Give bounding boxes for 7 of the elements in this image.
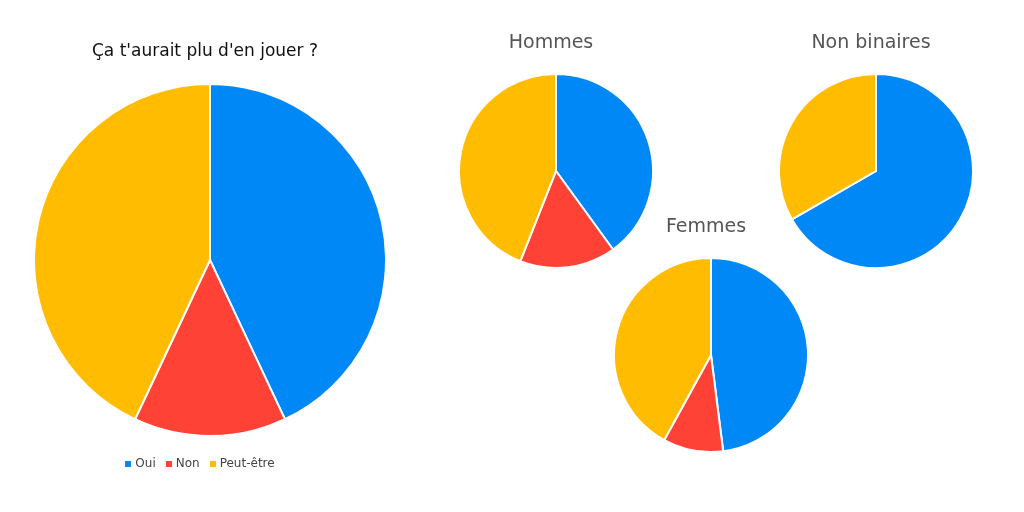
chart-title: Non binaires — [810, 29, 932, 54]
legend-label: Oui — [135, 456, 156, 470]
legend-label: Peut-être — [219, 456, 275, 470]
chart-title: Femmes — [664, 213, 748, 238]
legend-label: Non — [175, 456, 200, 470]
chart-title: Ça t'aurait plu d'en jouer ? — [91, 39, 319, 62]
chart-title: Hommes — [507, 29, 595, 54]
